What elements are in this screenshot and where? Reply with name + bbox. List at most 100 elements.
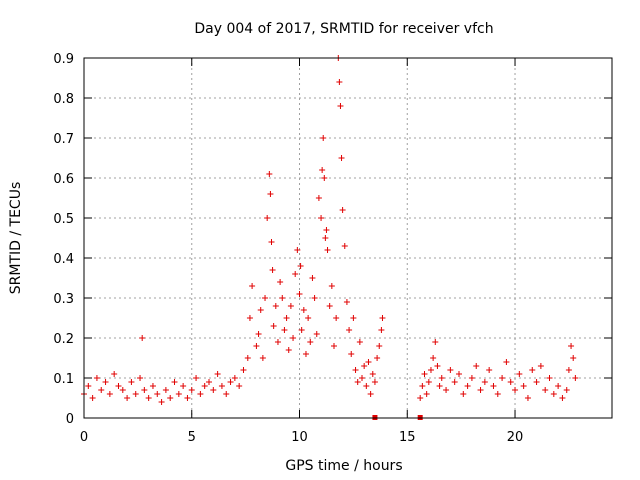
data-point [193, 375, 200, 381]
data-point [443, 387, 450, 393]
data-point [570, 355, 577, 361]
data-point [321, 175, 328, 181]
data-point [434, 363, 441, 369]
data-point [218, 383, 225, 389]
data-point [546, 375, 553, 381]
data-point [455, 371, 462, 377]
data-point [365, 359, 372, 365]
data-point [283, 315, 290, 321]
data-point [257, 307, 264, 313]
data-point [432, 339, 439, 345]
data-point [369, 371, 376, 377]
data-point [423, 391, 430, 397]
data-point [374, 355, 381, 361]
axis-ticks [83, 57, 612, 419]
data-point [533, 379, 540, 385]
data-point [473, 363, 480, 369]
data-point [272, 303, 279, 309]
data-point [132, 391, 139, 397]
data-point [262, 295, 269, 301]
data-point [379, 315, 386, 321]
data-point [563, 387, 570, 393]
data-point [154, 391, 161, 397]
data-point [309, 275, 316, 281]
data-point [337, 103, 344, 109]
data-point [499, 375, 506, 381]
data-point [333, 315, 340, 321]
data-point [264, 215, 271, 221]
data-point [106, 391, 113, 397]
data-point [145, 395, 152, 401]
data-point [270, 323, 277, 329]
data-point [296, 291, 303, 297]
data-point [376, 343, 383, 349]
data-point [481, 379, 488, 385]
data-point [274, 339, 281, 345]
data-point [559, 395, 566, 401]
data-point [419, 383, 426, 389]
data-point [285, 347, 292, 353]
data-point [85, 383, 92, 389]
data-point [307, 339, 314, 345]
x-tick-label: 5 [188, 430, 196, 445]
data-point [128, 379, 135, 385]
data-point [494, 391, 501, 397]
data-point [520, 383, 527, 389]
y-tick-label: 0.4 [53, 252, 74, 267]
data-point [102, 379, 109, 385]
data-point [338, 155, 345, 161]
data-point [93, 375, 100, 381]
data-point [361, 363, 368, 369]
data-point [223, 391, 230, 397]
x-tick-label: 20 [507, 430, 524, 445]
data-point [249, 283, 256, 289]
data-point [421, 371, 428, 377]
data-point [269, 267, 276, 273]
data-point [512, 387, 519, 393]
data-point [430, 355, 437, 361]
data-point [141, 387, 148, 393]
data-point [139, 335, 146, 341]
data-point [363, 383, 370, 389]
data-point [348, 351, 355, 357]
data-point [231, 375, 238, 381]
y-tick-label: 0.1 [53, 372, 74, 387]
x-axis-label: GPS time / hours [285, 458, 402, 474]
data-point [268, 239, 275, 245]
data-point [323, 227, 330, 233]
data-point [468, 375, 475, 381]
data-point [294, 247, 301, 253]
data-point [162, 387, 169, 393]
data-point [507, 379, 514, 385]
data-point [350, 315, 357, 321]
data-point [188, 387, 195, 393]
data-point [266, 171, 273, 177]
data-point [417, 395, 424, 401]
data-point [328, 283, 335, 289]
data-point [318, 215, 325, 221]
y-axis-label: SRMTID / TECUs [8, 182, 24, 295]
data-point [236, 383, 243, 389]
data-point [281, 327, 288, 333]
data-point [297, 263, 304, 269]
data-point [346, 327, 353, 333]
data-point [425, 379, 432, 385]
data-point [555, 383, 562, 389]
data-point [542, 387, 549, 393]
data-point [359, 375, 366, 381]
data-point [98, 387, 105, 393]
data-point [378, 327, 385, 333]
data-point [259, 355, 266, 361]
data-point [246, 315, 253, 321]
data-point [171, 379, 178, 385]
grid [84, 58, 612, 418]
data-point [244, 355, 251, 361]
data-point [324, 247, 331, 253]
data-point [227, 379, 234, 385]
data-point [302, 351, 309, 357]
y-tick-label: 0.2 [53, 332, 74, 347]
data-point [451, 379, 458, 385]
y-tick-labels: 0 0.1 0.2 0.3 0.4 0.5 0.6 0.7 0.8 0.9 [53, 52, 74, 427]
data-point [119, 387, 126, 393]
